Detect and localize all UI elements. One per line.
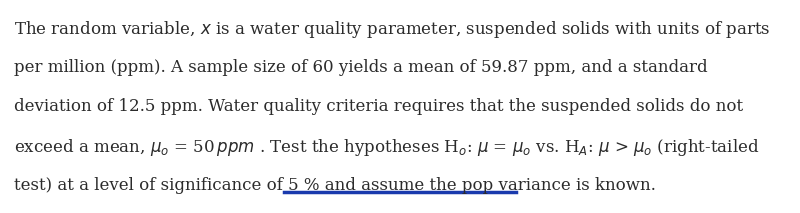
Text: The random variable, $x$ is a water quality parameter, suspended solids with uni: The random variable, $x$ is a water qual…: [14, 19, 770, 40]
Text: exceed a mean, $\mu_o$ = 50$\,ppm$ . Test the hypotheses H$_o$: $\mu$ = $\mu_o$ : exceed a mean, $\mu_o$ = 50$\,ppm$ . Tes…: [14, 137, 760, 158]
Text: test) at a level of significance of 5 % and assume the pop variance is known.: test) at a level of significance of 5 % …: [14, 177, 656, 194]
Text: deviation of 12.5 ppm. Water quality criteria requires that the suspended solids: deviation of 12.5 ppm. Water quality cri…: [14, 98, 743, 115]
Text: per million (ppm). A sample size of 60 yields a mean of 59.87 ppm, and a standar: per million (ppm). A sample size of 60 y…: [14, 59, 708, 76]
